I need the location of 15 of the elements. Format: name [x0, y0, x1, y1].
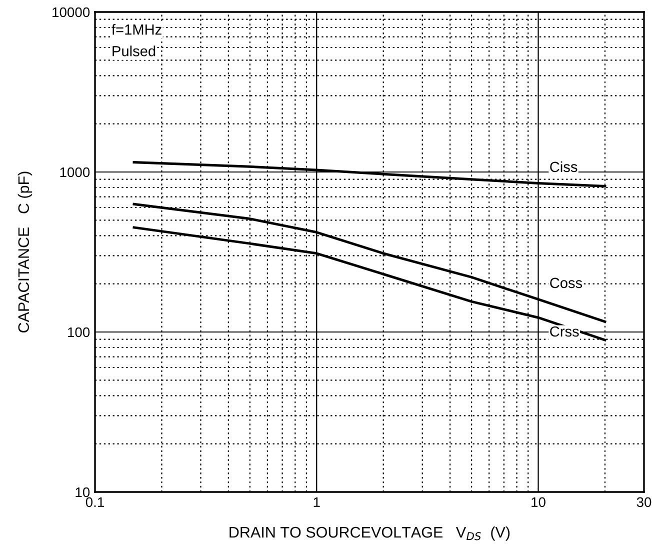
y-axis-title: CAPACITANCE C (pF) — [18, 172, 32, 332]
annotation: Pulsed — [112, 46, 156, 56]
series-label: Coss — [550, 278, 582, 288]
x-tick-label: 0.1 — [86, 497, 104, 508]
y-tick-label: 10000 — [52, 7, 90, 18]
y-tick-label: 10 — [76, 487, 90, 498]
y-tick-label: 1000 — [60, 167, 90, 178]
x-axis-title: DRAIN TO SOURCEVOLTAGE V$_{DS}$ (V) — [230, 526, 510, 541]
y-tick-label: 100 — [68, 327, 90, 338]
series-label: Ciss — [550, 161, 578, 172]
x-tick-label: 10 — [532, 497, 546, 508]
annotation: f=1MHz — [112, 24, 162, 35]
series-label: Crss — [550, 326, 579, 337]
x-tick-label: 30 — [636, 497, 652, 508]
x-tick-label: 1 — [314, 497, 320, 507]
